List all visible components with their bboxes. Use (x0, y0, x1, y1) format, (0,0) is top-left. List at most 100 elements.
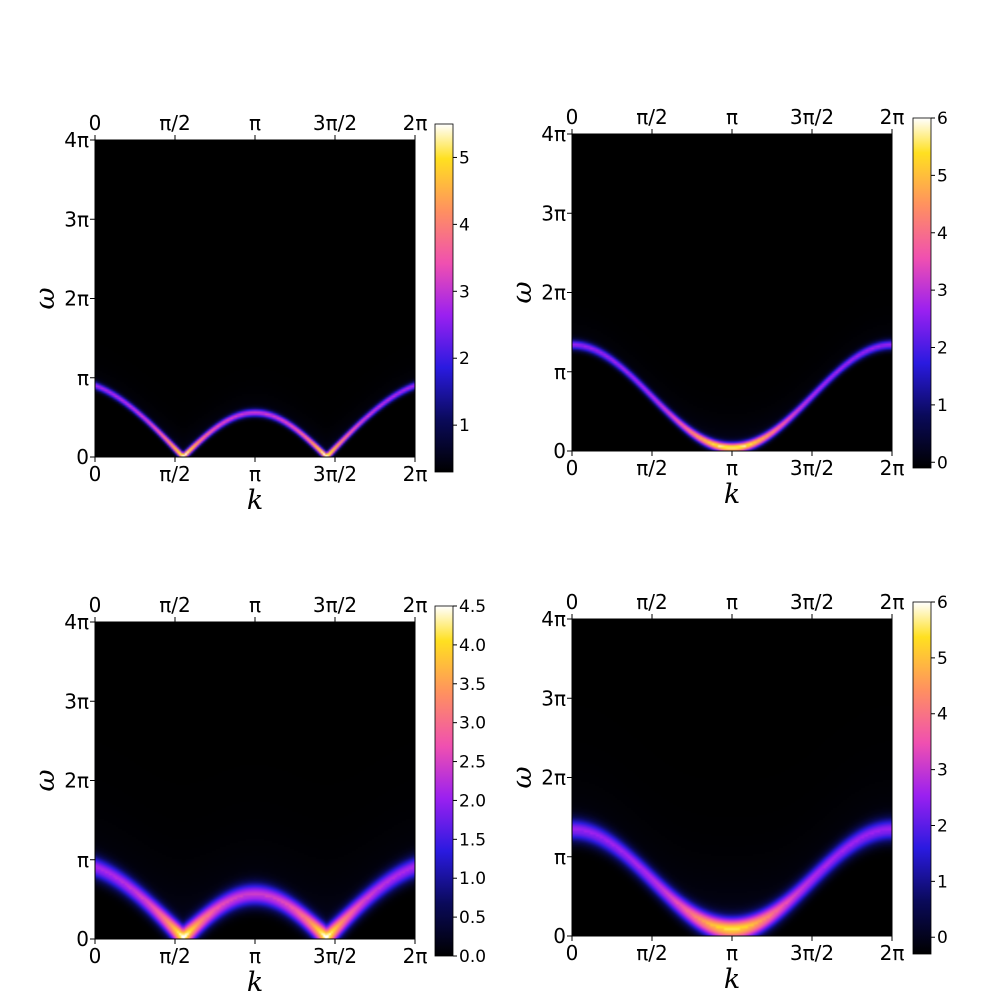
colorbar (912, 601, 932, 955)
plot-frame (571, 133, 893, 452)
y-tick-label: π (77, 848, 89, 872)
colorbar-tick-label: 6 (937, 109, 948, 129)
colorbar-tick-label: 4 (459, 215, 470, 235)
colorbar-tick-label: 0.0 (459, 947, 486, 967)
y-tick-label: 0 (76, 927, 89, 951)
colorbar-tick-label: 0 (937, 453, 948, 473)
x-top-tick-label: π (726, 105, 738, 129)
x-tick-label: 0 (89, 462, 102, 486)
x-top-tick-label: 0 (566, 590, 579, 614)
x-tick-label: 2π (403, 944, 428, 968)
y-tick-label: π (77, 366, 89, 390)
colorbar-tick-label: 4.0 (459, 636, 486, 656)
colorbar (912, 117, 932, 469)
y-tick-label: 4π (541, 122, 566, 146)
y-tick-label: 4π (64, 610, 89, 634)
y-tick-label: 2π (64, 769, 89, 793)
colorbar-tick-label: 2 (459, 349, 470, 369)
x-tick-label: π/2 (636, 456, 668, 480)
x-top-tick-label: 3π/2 (790, 590, 834, 614)
x-tick-label: 2π (880, 456, 905, 480)
heatmap-image (95, 622, 415, 939)
x-top-tick-label: 3π/2 (790, 105, 834, 129)
x-top-tick-label: 3π/2 (313, 593, 357, 617)
y-tick-label: 2π (541, 281, 566, 305)
x-tick-label: 3π/2 (790, 941, 834, 965)
colorbar-tick-label: 2.5 (459, 753, 486, 773)
y-tick-label: 2π (541, 766, 566, 790)
x-tick-label: π (726, 456, 738, 480)
x-tick-label: 3π/2 (313, 944, 357, 968)
y-axis-label: ω (30, 287, 61, 309)
x-top-tick-label: π/2 (636, 105, 668, 129)
x-tick-label: π (726, 941, 738, 965)
plot-frame (571, 618, 893, 937)
x-tick-label: 0 (89, 944, 102, 968)
colorbar-tick-label: 4.5 (459, 597, 486, 617)
y-axis-label: ω (507, 281, 538, 303)
x-top-tick-label: π/2 (159, 111, 191, 135)
colorbar-tick-label: 5 (937, 166, 948, 186)
plot-frame (94, 139, 416, 458)
x-tick-label: 2π (403, 462, 428, 486)
colorbar-tick-label: 3 (937, 761, 948, 781)
x-top-tick-label: π/2 (159, 593, 191, 617)
x-top-tick-label: 2π (403, 111, 428, 135)
x-top-tick-label: π/2 (636, 590, 668, 614)
plot-frame (94, 621, 416, 940)
x-tick-label: 3π/2 (790, 456, 834, 480)
x-top-tick-label: 0 (89, 111, 102, 135)
x-tick-label: 2π (880, 941, 905, 965)
colorbar-tick-label: 1 (459, 416, 470, 436)
x-axis-label: k (247, 485, 263, 516)
y-tick-label: π (554, 845, 566, 869)
x-top-tick-label: π (726, 590, 738, 614)
colorbar-tick-label: 5 (937, 649, 948, 669)
x-tick-label: π/2 (159, 462, 191, 486)
y-tick-label: 4π (541, 607, 566, 631)
x-top-tick-label: 2π (403, 593, 428, 617)
colorbar-tick-label: 3.5 (459, 675, 486, 695)
colorbar-tick-label: 4 (937, 224, 948, 244)
colorbar-tick-label: 1 (937, 396, 948, 416)
x-top-tick-label: 0 (89, 593, 102, 617)
colorbar-tick-label: 1.0 (459, 869, 486, 889)
x-axis-label: k (724, 964, 740, 994)
x-tick-label: π/2 (159, 944, 191, 968)
colorbar-tick-label: 3.0 (459, 714, 486, 734)
heatmap-image (572, 619, 892, 936)
colorbar-tick-label: 2 (937, 816, 948, 836)
chart-panel-3: 00π/2π/2ππ3π/23π/22π2π0π2π3π4πkω0.00.51.… (30, 593, 486, 994)
colorbar (434, 605, 454, 957)
colorbar-tick-label: 2.0 (459, 791, 486, 811)
x-top-tick-label: π (249, 111, 261, 135)
colorbar-tick-label: 3 (937, 281, 948, 301)
colorbar-tick-label: 1.5 (459, 830, 486, 850)
x-tick-label: 0 (566, 456, 579, 480)
y-tick-label: 0 (76, 445, 89, 469)
colorbar-tick-label: 1 (937, 872, 948, 892)
x-tick-label: π/2 (636, 941, 668, 965)
y-tick-label: 3π (541, 201, 566, 225)
heatmap-image (95, 140, 415, 457)
x-tick-label: π (249, 462, 261, 486)
colorbar-tick-label: 0.5 (459, 908, 486, 928)
y-tick-label: 3π (64, 207, 89, 231)
colorbar-tick-label: 2 (937, 339, 948, 359)
colorbar-tick-label: 5 (459, 148, 470, 168)
y-axis-label: ω (507, 766, 538, 788)
y-tick-label: 0 (553, 439, 566, 463)
colorbar-tick-label: 6 (937, 593, 948, 613)
y-tick-label: 3π (64, 689, 89, 713)
x-axis-label: k (724, 479, 740, 510)
colorbar-tick-label: 0 (937, 928, 948, 948)
x-tick-label: 3π/2 (313, 462, 357, 486)
colorbar-tick-label: 4 (937, 705, 948, 725)
colorbar-tick-label: 3 (459, 282, 470, 302)
y-axis-label: ω (30, 769, 61, 791)
x-axis-label: k (247, 967, 263, 994)
